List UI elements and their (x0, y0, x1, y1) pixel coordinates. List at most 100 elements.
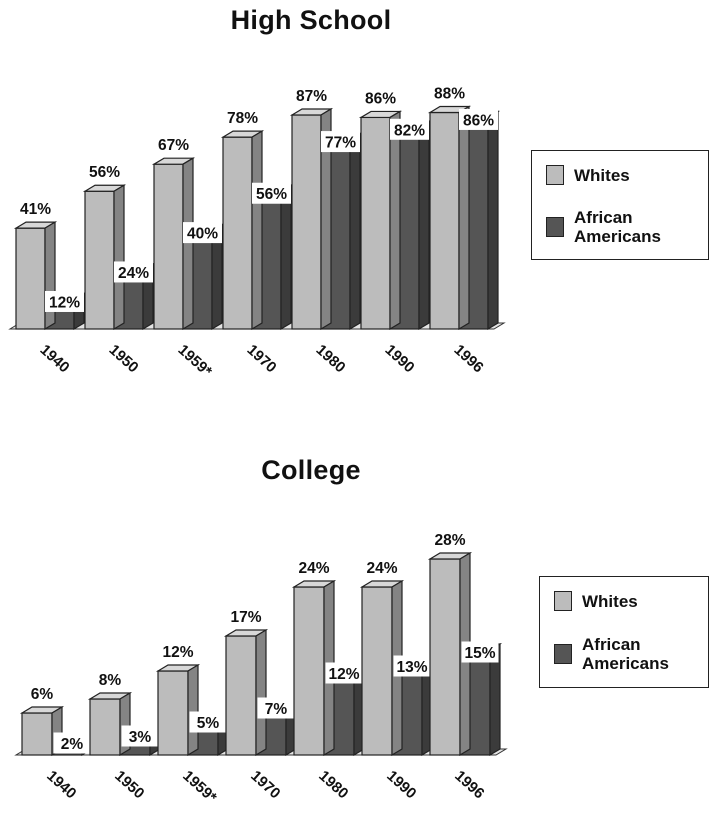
bar-whites-1970 (220, 130, 265, 331)
value-label-african-americans: 24% (114, 261, 153, 283)
x-tick-label-1940: 1940 (43, 767, 79, 802)
bar-whites-1970 (223, 628, 269, 757)
svg-text:24%: 24% (118, 265, 149, 282)
svg-text:86%: 86% (365, 90, 396, 107)
x-tick-label-1940: 1940 (37, 341, 73, 376)
college-legend: Whites African Americans (539, 576, 709, 688)
bar-whites-1959 (151, 157, 196, 331)
high-school-bar-chart: 12% 41% 1940 24% 56% 1950 40% 67% 1959* 56% 78% 197… (8, 86, 506, 380)
legend-swatch-whites (546, 165, 564, 185)
legend-item-whites: Whites (546, 165, 630, 185)
value-label-african-americans: 82% (390, 118, 429, 140)
svg-text:24%: 24% (366, 560, 397, 577)
svg-text:13%: 13% (396, 659, 427, 676)
x-tick-label-1970: 1970 (244, 341, 280, 376)
legend-label-whites: Whites (582, 591, 638, 611)
value-label-whites: 88% (434, 86, 465, 103)
svg-text:12%: 12% (49, 294, 80, 311)
svg-text:17%: 17% (230, 609, 261, 626)
svg-text:78%: 78% (227, 110, 258, 127)
value-label-whites: 6% (31, 686, 54, 703)
value-label-african-americans: 56% (252, 182, 291, 204)
x-tick-label-1996: 1996 (451, 341, 487, 376)
svg-text:12%: 12% (328, 666, 359, 683)
svg-text:88%: 88% (434, 86, 465, 103)
legend-swatch-african-americans (554, 644, 572, 664)
svg-text:86%: 86% (463, 112, 494, 129)
value-label-whites: 86% (365, 90, 396, 107)
value-label-african-americans: 40% (183, 222, 222, 244)
value-label-african-americans: 12% (45, 290, 84, 312)
x-tick-label-1990: 1990 (382, 341, 418, 376)
svg-text:2%: 2% (61, 736, 84, 753)
value-label-whites: 56% (89, 164, 120, 181)
legend-swatch-african-americans (546, 217, 564, 237)
value-label-african-americans: 5% (189, 711, 227, 733)
svg-text:8%: 8% (99, 672, 122, 689)
svg-text:15%: 15% (464, 645, 495, 662)
college-chart-title: College (261, 455, 361, 485)
x-tick-label-1996: 1996 (451, 767, 487, 802)
x-tick-label-1950: 1950 (106, 341, 142, 376)
svg-text:41%: 41% (20, 201, 51, 218)
value-label-whites: 8% (99, 672, 122, 689)
bar-whites-1959 (155, 663, 201, 757)
high-school-chart-title: High School (230, 5, 392, 35)
bar-whites-1950 (82, 184, 127, 331)
bar-whites-1996 (427, 105, 472, 331)
value-label-african-americans: 12% (325, 662, 363, 684)
value-label-whites: 24% (298, 560, 329, 577)
svg-text:28%: 28% (434, 532, 465, 549)
svg-text:12%: 12% (162, 644, 193, 661)
legend-label-african-americans: African Americans (574, 208, 661, 246)
value-label-whites: 67% (158, 137, 189, 154)
svg-text:77%: 77% (325, 135, 356, 152)
x-tick-label-1980: 1980 (315, 767, 351, 802)
value-label-whites: 24% (366, 560, 397, 577)
value-label-african-americans: 15% (461, 641, 499, 663)
svg-text:40%: 40% (187, 226, 218, 243)
svg-text:3%: 3% (129, 729, 152, 746)
svg-text:24%: 24% (298, 560, 329, 577)
bar-whites-1980 (289, 107, 334, 331)
legend-label-african-americans: African Americans (582, 635, 669, 673)
svg-text:5%: 5% (197, 715, 220, 732)
x-tick-label-1950: 1950 (111, 767, 147, 802)
bar-whites-1996 (427, 551, 473, 757)
college-bar-chart: 2% 6% 1940 3% 8% 1950 5% 12% 1959* 7% 17% 1970 12% 24… (14, 532, 508, 806)
value-label-whites: 41% (20, 201, 51, 218)
high-school-legend: Whites African Americans (531, 150, 709, 260)
legend-swatch-whites (554, 591, 572, 611)
x-tick-label-1980: 1980 (313, 341, 349, 376)
value-label-african-americans: 86% (459, 108, 498, 130)
svg-text:56%: 56% (256, 186, 287, 203)
svg-text:56%: 56% (89, 164, 120, 181)
value-label-african-americans: 2% (53, 732, 91, 754)
legend-item-african-americans: African Americans (546, 208, 661, 246)
value-label-african-americans: 3% (121, 725, 159, 747)
legend-item-whites: Whites (554, 591, 638, 611)
value-label-whites: 87% (296, 88, 327, 105)
svg-text:7%: 7% (265, 701, 288, 718)
value-label-whites: 12% (162, 644, 193, 661)
high-school-chart-panel: High School 12% 41% 1940 24% 56% 1950 40% 67% 19… (8, 5, 709, 380)
value-label-african-americans: 13% (393, 655, 431, 677)
value-label-whites: 17% (230, 609, 261, 626)
svg-text:67%: 67% (158, 137, 189, 154)
legend-item-african-americans: African Americans (554, 635, 669, 673)
svg-text:87%: 87% (296, 88, 327, 105)
svg-text:82%: 82% (394, 122, 425, 139)
bar-whites-1940 (13, 221, 58, 331)
svg-text:6%: 6% (31, 686, 54, 703)
x-tick-label-1959: 1959* (179, 767, 220, 806)
value-label-african-americans: 7% (257, 697, 295, 719)
x-tick-label-1959: 1959* (175, 341, 216, 380)
value-label-whites: 28% (434, 532, 465, 549)
legend-label-whites: Whites (574, 165, 630, 185)
college-chart-panel: College 2% 6% 1940 3% 8% 1950 5% 12% 1959* 7% 17% 1… (0, 420, 709, 826)
bar-whites-1990 (358, 110, 403, 331)
bar-whites-1980 (291, 579, 337, 757)
x-tick-label-1990: 1990 (383, 767, 419, 802)
value-label-whites: 78% (227, 110, 258, 127)
x-tick-label-1970: 1970 (247, 767, 283, 802)
